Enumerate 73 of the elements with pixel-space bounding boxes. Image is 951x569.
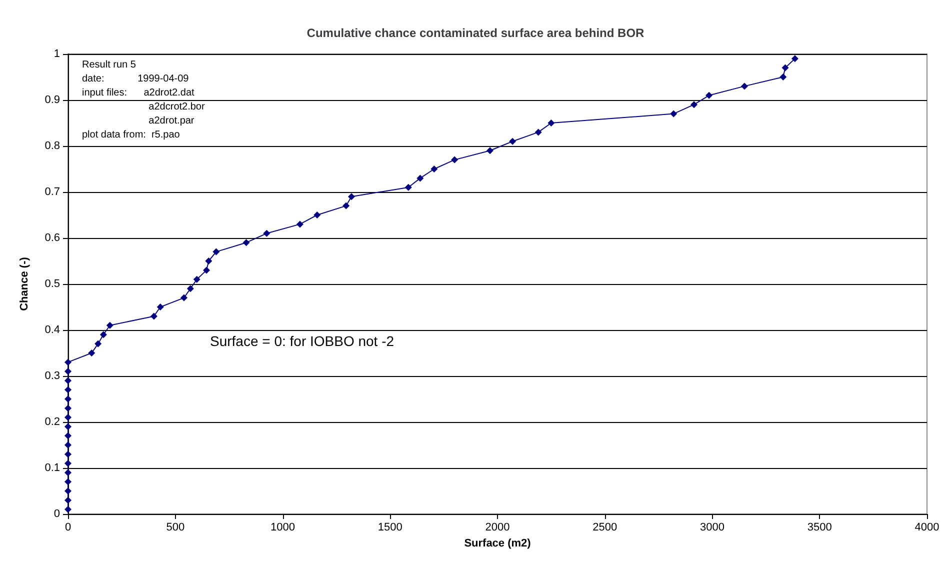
chart-title: Cumulative chance contaminated surface area behind BOR: [306, 26, 645, 40]
point: [740, 82, 748, 90]
x-tick-label: 500: [166, 522, 185, 534]
point: [94, 340, 102, 348]
y-tick-label: 0.9: [44, 94, 60, 106]
point: [416, 174, 424, 182]
point: [706, 92, 713, 99]
point: [791, 55, 798, 62]
point: [430, 166, 438, 172]
x-tick-label: 0: [64, 522, 72, 534]
x-tick-label: 1000: [270, 522, 295, 534]
y-tick-label: 0: [54, 508, 60, 520]
point: [534, 128, 542, 136]
annotation: input files: a2drot2.dat: [82, 88, 195, 98]
point: [64, 496, 72, 504]
point: [186, 285, 194, 292]
point: [64, 358, 72, 366]
point: [212, 248, 220, 256]
point: [242, 239, 250, 246]
y-tick-label: 1: [54, 48, 60, 60]
annotation: a2drot.par: [82, 116, 195, 126]
x-tick-label: 3000: [700, 522, 724, 534]
x-tick-label: 3500: [807, 522, 832, 534]
point: [670, 110, 678, 118]
point: [193, 276, 200, 283]
y-tick-label: 0.1: [44, 462, 60, 474]
point: [342, 202, 350, 210]
point: [314, 212, 321, 218]
x-tick-label: 2500: [592, 522, 618, 534]
y-tick-label: 0.6: [44, 232, 60, 244]
point: [156, 304, 164, 310]
point: [203, 266, 210, 274]
point: [509, 138, 516, 145]
point: [64, 396, 72, 402]
point: [64, 432, 72, 440]
x-tick-label: 2000: [485, 522, 510, 534]
y-tick-label: 0.7: [44, 186, 60, 198]
y-tick-label: 0.2: [44, 416, 60, 428]
x-tick-label: 4000: [914, 522, 940, 534]
x-axis-title: Surface (m2): [464, 537, 532, 550]
y-axis-title: Chance (-): [18, 256, 30, 311]
annotation: date: 1999-04-09: [82, 74, 190, 84]
point: [404, 184, 412, 191]
point: [100, 331, 107, 338]
point: [782, 64, 789, 72]
y-tick-label: 0.4: [44, 324, 60, 336]
point: [64, 404, 72, 412]
point: [296, 220, 304, 228]
y-tick-label: 0.5: [44, 278, 60, 290]
point: [64, 386, 72, 394]
point: [348, 193, 355, 200]
point: [690, 101, 698, 108]
point: [150, 312, 158, 320]
point: [88, 350, 96, 356]
y-tick-label: 0.8: [44, 140, 60, 152]
point: [205, 258, 212, 264]
annotation: a2dcrot2.bor: [82, 102, 206, 112]
point: [180, 294, 188, 302]
point: [263, 230, 270, 237]
point: [64, 442, 72, 448]
point: [64, 478, 72, 486]
point: [64, 488, 72, 494]
point: [780, 74, 787, 80]
point: [451, 156, 458, 164]
annotation: Result run 5: [82, 60, 136, 70]
y-tick-label: 0.3: [44, 370, 60, 382]
x-tick-label: 1500: [378, 522, 402, 534]
point: [64, 450, 72, 458]
annotation: plot data from: r5.pao: [82, 130, 180, 140]
point: [548, 120, 555, 126]
point: [106, 322, 114, 329]
annotation: Surface = 0: for IOBBO not -2: [210, 333, 394, 349]
point: [486, 147, 494, 154]
